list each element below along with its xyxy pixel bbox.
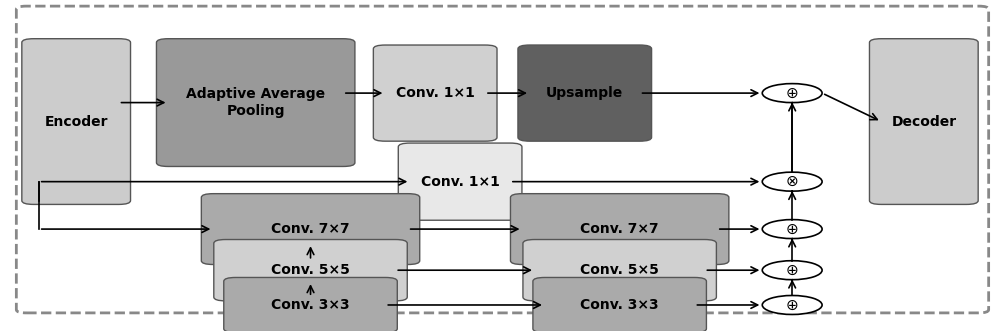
FancyBboxPatch shape (201, 194, 420, 264)
Text: Encoder: Encoder (44, 115, 108, 128)
FancyBboxPatch shape (869, 39, 978, 205)
Text: Conv. 7×7: Conv. 7×7 (580, 222, 659, 236)
Text: Conv. 3×3: Conv. 3×3 (271, 298, 350, 312)
Text: ⊕: ⊕ (786, 86, 799, 101)
Text: Conv. 3×3: Conv. 3×3 (580, 298, 659, 312)
FancyBboxPatch shape (214, 240, 407, 301)
FancyBboxPatch shape (373, 45, 497, 141)
Circle shape (762, 261, 822, 280)
Circle shape (762, 172, 822, 191)
Circle shape (762, 296, 822, 314)
FancyBboxPatch shape (533, 277, 706, 331)
Text: ⊗: ⊗ (786, 174, 799, 189)
FancyBboxPatch shape (523, 240, 716, 301)
FancyBboxPatch shape (518, 45, 652, 141)
Text: Adaptive Average
Pooling: Adaptive Average Pooling (186, 87, 325, 118)
Text: ⊕: ⊕ (786, 263, 799, 278)
Text: Conv. 1×1: Conv. 1×1 (396, 86, 475, 100)
Text: ⊕: ⊕ (786, 298, 799, 312)
FancyBboxPatch shape (398, 143, 522, 220)
Text: Decoder: Decoder (891, 115, 956, 128)
Circle shape (762, 84, 822, 103)
Text: Conv. 7×7: Conv. 7×7 (271, 222, 350, 236)
FancyBboxPatch shape (510, 194, 729, 264)
FancyBboxPatch shape (22, 39, 131, 205)
Text: Conv. 5×5: Conv. 5×5 (271, 263, 350, 277)
Text: Conv. 5×5: Conv. 5×5 (580, 263, 659, 277)
Text: Upsample: Upsample (546, 86, 623, 100)
Text: Conv. 1×1: Conv. 1×1 (421, 175, 500, 189)
FancyBboxPatch shape (156, 39, 355, 166)
Circle shape (762, 219, 822, 239)
Text: ⊕: ⊕ (786, 221, 799, 237)
FancyBboxPatch shape (224, 277, 397, 331)
